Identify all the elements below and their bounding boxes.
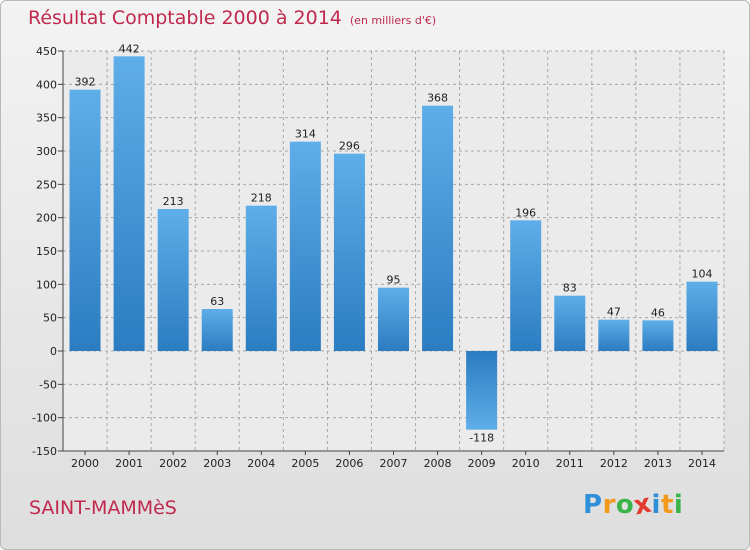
- value-label-2009: -118: [469, 432, 494, 445]
- y-tick-label: 200: [36, 212, 57, 225]
- logo-letter: i: [673, 490, 684, 520]
- y-tick-label: 400: [36, 78, 57, 91]
- logo-letter: P: [583, 490, 603, 520]
- x-tick-label-2010: 2010: [512, 457, 540, 470]
- x-tick-label-2014: 2014: [688, 457, 716, 470]
- bar-2011: [554, 295, 586, 351]
- x-tick-label-2002: 2002: [159, 457, 187, 470]
- bar-2002: [157, 209, 189, 351]
- value-label-2002: 213: [163, 195, 184, 208]
- bar-2005: [289, 141, 321, 351]
- y-tick-label: 300: [36, 145, 57, 158]
- x-tick-label-2006: 2006: [335, 457, 363, 470]
- logo-letter: r: [602, 490, 616, 520]
- y-tick-label: -150: [32, 445, 57, 458]
- y-tick-label: 250: [36, 178, 57, 191]
- x-tick-label-2005: 2005: [291, 457, 319, 470]
- value-label-2007: 95: [387, 274, 401, 287]
- value-label-2008: 368: [427, 92, 448, 105]
- bar-2006: [333, 153, 365, 351]
- x-tick-label-2007: 2007: [380, 457, 408, 470]
- x-tick-label-2011: 2011: [556, 457, 584, 470]
- y-tick-label: 100: [36, 278, 57, 291]
- value-label-2004: 218: [251, 192, 272, 205]
- bar-2014: [686, 281, 718, 351]
- x-tick-label-2001: 2001: [115, 457, 143, 470]
- y-tick-label: 150: [36, 245, 57, 258]
- value-label-2011: 83: [563, 282, 577, 295]
- value-label-2006: 296: [339, 140, 360, 153]
- logo-letter: i: [651, 490, 661, 520]
- chart-subtitle: (en milliers d'€): [349, 14, 437, 27]
- chart-title-main: Résultat Comptable 2000 à 2014: [28, 7, 342, 29]
- value-label-2014: 104: [691, 268, 712, 281]
- x-tick-label-2003: 2003: [203, 457, 231, 470]
- logo-letter: o: [615, 490, 635, 520]
- bar-2000: [69, 89, 101, 352]
- value-label-2012: 47: [607, 306, 621, 319]
- y-tick-label: 50: [43, 312, 57, 325]
- proxiti-logo[interactable]: Proxiti: [583, 489, 684, 522]
- y-tick-label: -100: [32, 412, 57, 425]
- town-name: SAINT-MAMMèS: [29, 497, 177, 519]
- bar-2008: [422, 105, 454, 352]
- y-tick-label: 350: [36, 112, 57, 125]
- x-tick-label-2000: 2000: [71, 457, 99, 470]
- value-label-2005: 314: [295, 128, 316, 141]
- x-tick-label-2012: 2012: [600, 457, 628, 470]
- logo-letter: t: [660, 490, 674, 520]
- value-label-2010: 196: [515, 206, 536, 219]
- y-tick-label: 450: [36, 45, 57, 58]
- bar-2007: [378, 287, 409, 351]
- y-tick-label: 0: [50, 345, 57, 358]
- value-label-2013: 46: [651, 306, 665, 319]
- x-tick-label-2009: 2009: [468, 457, 496, 470]
- y-tick-label: -50: [39, 378, 57, 391]
- bar-2009: [466, 351, 498, 430]
- x-tick-label-2004: 2004: [247, 457, 275, 470]
- bar-2003: [201, 309, 233, 351]
- bar-2013: [642, 320, 674, 351]
- x-tick-label-2013: 2013: [644, 457, 672, 470]
- value-label-2000: 392: [75, 76, 96, 89]
- value-label-2001: 442: [119, 42, 140, 55]
- value-label-2003: 63: [210, 295, 224, 308]
- bar-2001: [113, 56, 145, 351]
- chart-title: Résultat Comptable 2000 à 2014 (en millie…: [28, 7, 436, 29]
- bar-2010: [510, 220, 542, 351]
- bar-2012: [598, 319, 630, 351]
- bar-2004: [245, 205, 277, 351]
- x-tick-label-2008: 2008: [424, 457, 452, 470]
